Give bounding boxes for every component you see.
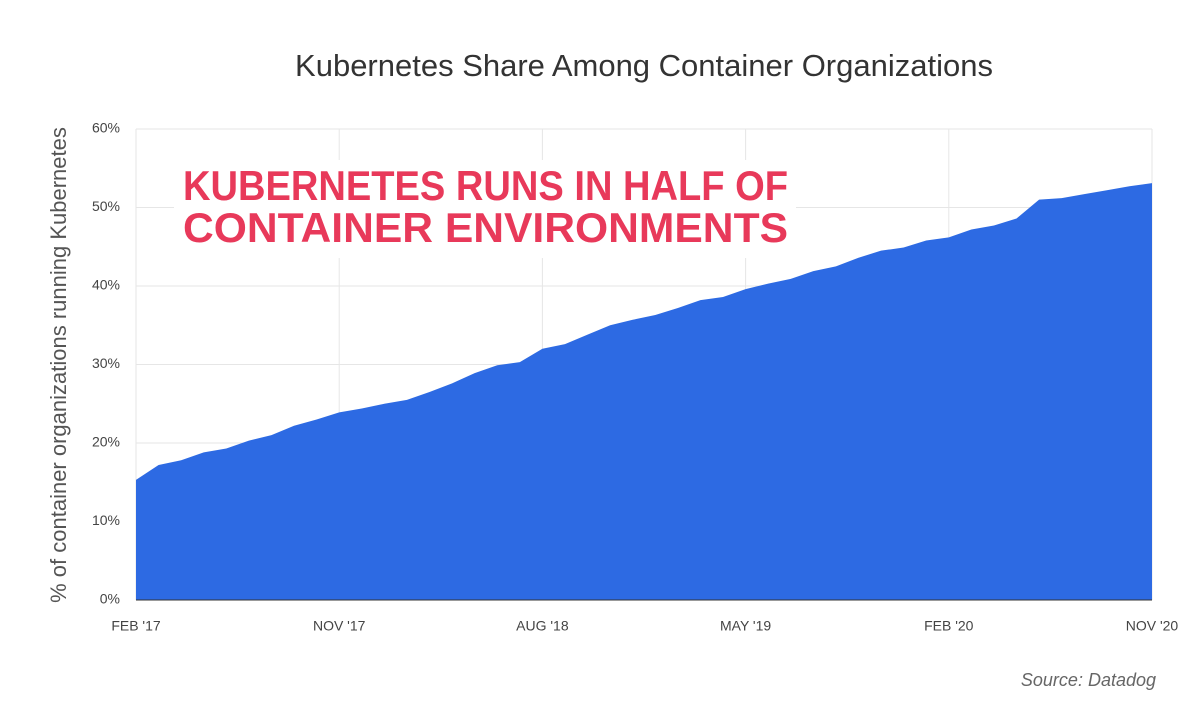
y-tick-label: 50% [92, 198, 120, 214]
x-tick-label: NOV '17 [313, 618, 366, 634]
y-tick-label: 0% [100, 591, 120, 607]
source: Source: Datadog [1021, 670, 1156, 690]
x-tick-label: NOV '20 [1126, 618, 1179, 634]
y-tick-label: 40% [92, 277, 120, 293]
annotation: KUBERNETES RUNS IN HALF OF [183, 162, 788, 209]
y-tick-label: 60% [92, 120, 120, 136]
chart-title: Kubernetes Share Among Container Organiz… [295, 48, 993, 83]
y-axis-label: % of container organizations running Kub… [46, 127, 71, 603]
x-tick-label: MAY '19 [720, 618, 771, 634]
x-tick-label: AUG '18 [516, 618, 569, 634]
x-tick-label: FEB '20 [924, 618, 974, 634]
y-tick-label: 20% [92, 434, 120, 450]
x-tick-label: FEB '17 [111, 618, 161, 634]
annotation-background [174, 160, 796, 258]
area [136, 183, 1152, 601]
y-tick-label: 30% [92, 355, 120, 371]
annotation: CONTAINER ENVIRONMENTS [183, 204, 788, 251]
y-tick-label: 10% [92, 512, 120, 528]
